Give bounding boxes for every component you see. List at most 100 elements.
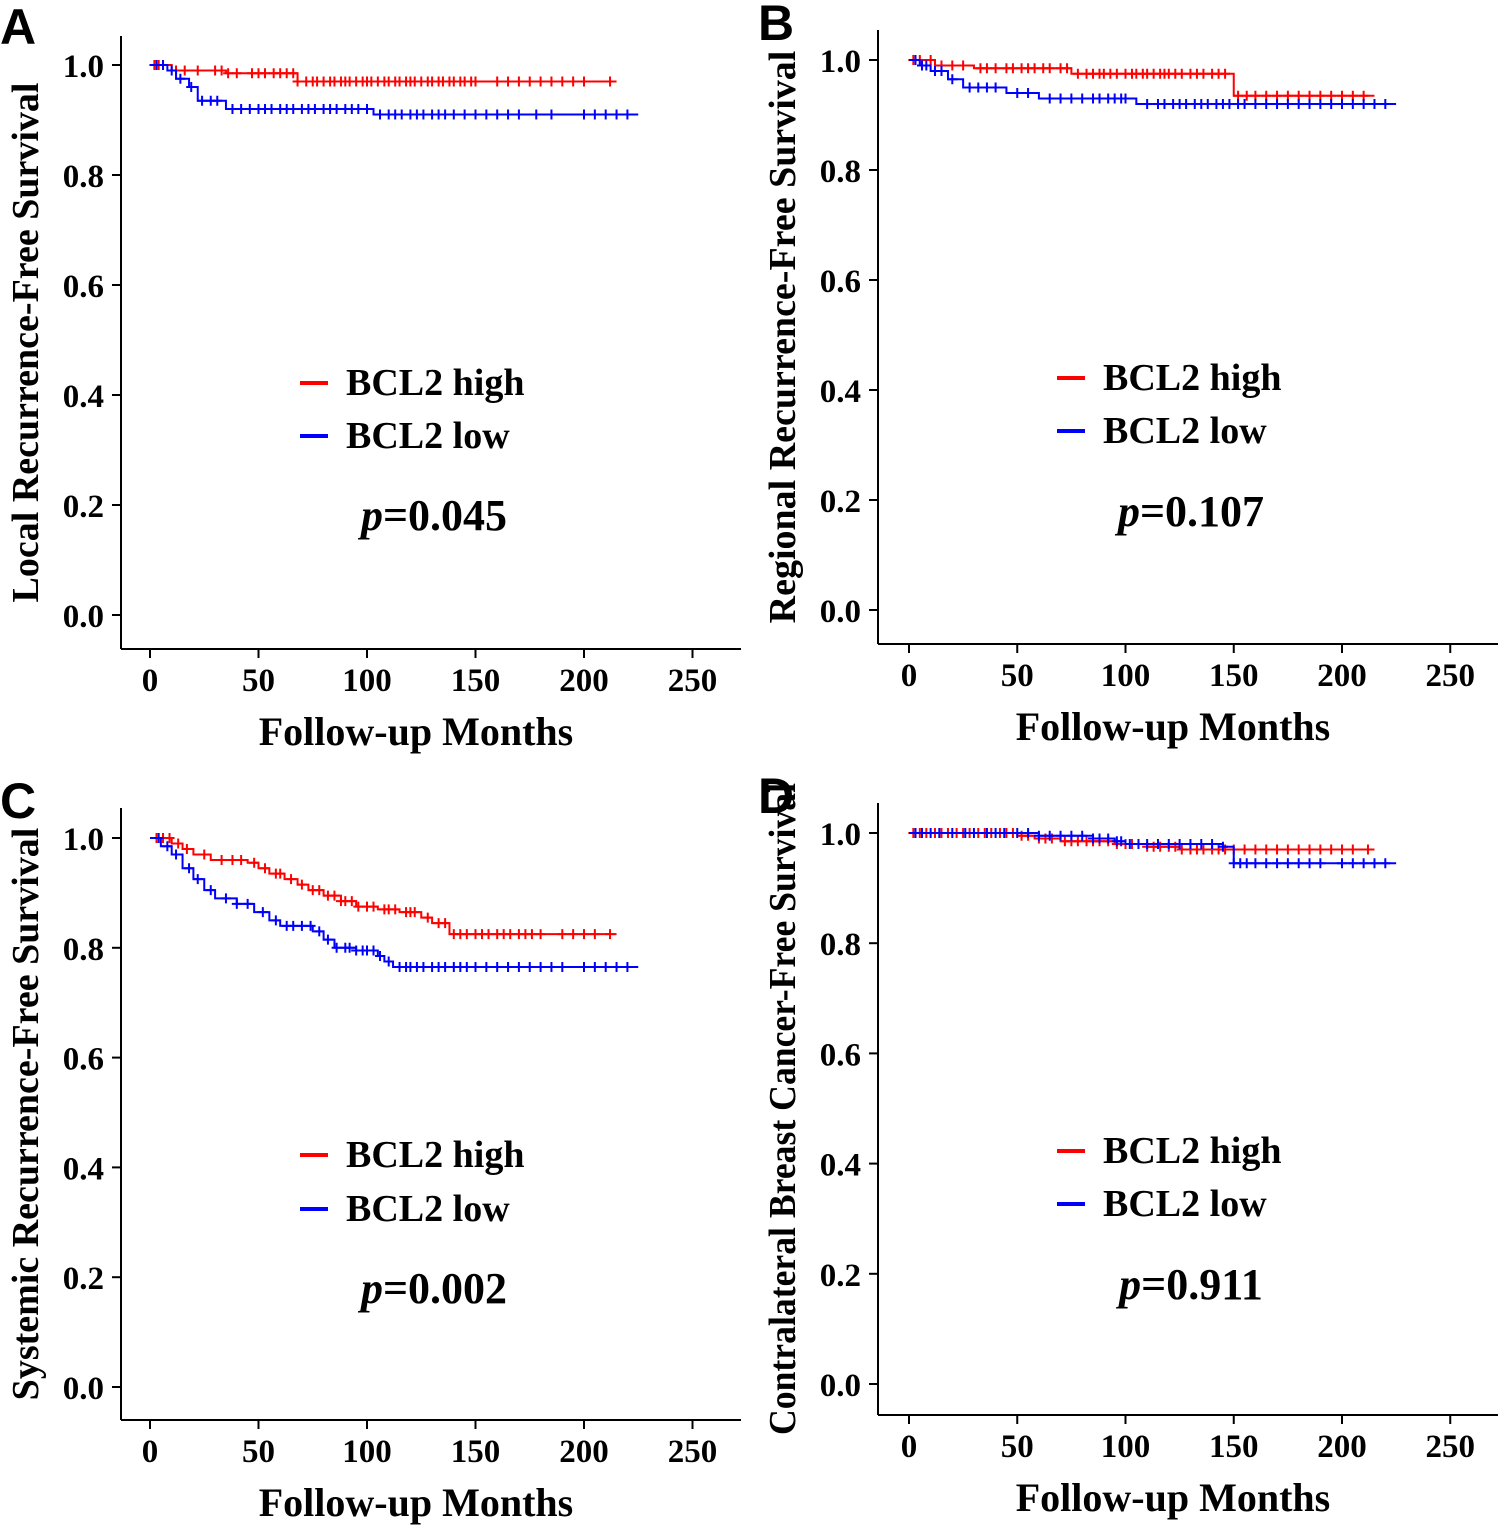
censor-mark <box>1120 93 1131 104</box>
panel-letter: D <box>758 768 794 824</box>
censor-mark <box>470 109 481 120</box>
censor-mark <box>368 901 379 912</box>
y-tick-label: 0.0 <box>63 1371 104 1407</box>
x-tick-label: 0 <box>142 663 159 699</box>
p-value-number: =0.911 <box>1141 1260 1263 1309</box>
y-tick-label: 1.0 <box>820 44 861 80</box>
censor-mark <box>1250 99 1261 109</box>
censor-mark <box>1072 836 1083 847</box>
censor-mark <box>546 962 557 973</box>
p-value-prefix: p <box>357 491 383 540</box>
censor-mark <box>1369 858 1380 869</box>
censor-mark <box>236 104 247 114</box>
censor-mark <box>192 874 203 885</box>
x-tick-label: 200 <box>1317 658 1367 694</box>
censor-mark <box>968 828 979 838</box>
legend-label: BCL2 high <box>346 362 524 404</box>
censor-mark <box>296 920 307 931</box>
censor-mark <box>216 854 227 865</box>
legend-label: BCL2 low <box>1103 1183 1267 1225</box>
censor-mark <box>173 838 184 849</box>
survival-curve <box>150 837 617 936</box>
censor-mark <box>1062 63 1073 74</box>
survival-curve <box>150 837 639 969</box>
censor-mark <box>568 929 579 940</box>
censor-mark <box>1272 99 1283 109</box>
censor-mark <box>1282 858 1293 869</box>
censor-mark <box>579 929 589 940</box>
censor-mark <box>440 962 451 973</box>
censor-mark <box>483 929 494 940</box>
censor-mark <box>600 962 611 973</box>
censor-mark <box>1347 858 1358 869</box>
censor-mark <box>1272 858 1283 869</box>
censor-mark <box>1293 858 1304 869</box>
censor-mark <box>1220 68 1231 79</box>
x-tick-label: 250 <box>1426 1429 1476 1465</box>
censor-mark <box>288 68 299 79</box>
censor-mark <box>448 109 459 120</box>
x-tick-label: 100 <box>1101 658 1151 694</box>
censor-mark <box>492 109 503 120</box>
censor-mark <box>353 901 364 912</box>
p-value-annotation: p=0.002 <box>357 1264 507 1313</box>
y-tick-label: 0.0 <box>63 599 104 635</box>
censor-mark <box>916 828 927 838</box>
censor-mark <box>503 76 514 87</box>
censor-mark <box>461 962 472 973</box>
censor-mark <box>344 942 355 953</box>
censor-mark <box>1282 844 1293 855</box>
censor-mark <box>309 104 320 114</box>
censor-mark <box>1337 844 1347 855</box>
censor-mark <box>275 868 286 879</box>
censor-mark <box>1185 839 1196 850</box>
p-value-prefix: p <box>357 1264 383 1313</box>
panel-a: A 0 50 100 150 200 250 0.0 0.2 0.4 0.6 0.8 1.0 Follow… <box>0 0 741 754</box>
censor-mark <box>1347 99 1358 109</box>
series-bcl2-low <box>909 55 1397 109</box>
censor-mark <box>1152 839 1163 850</box>
censor-mark <box>535 929 546 940</box>
censor-mark <box>1196 839 1207 850</box>
censor-mark <box>921 60 932 71</box>
censor-mark <box>546 109 557 120</box>
p-value-annotation: p=0.911 <box>1115 1260 1263 1309</box>
censor-mark <box>1250 844 1261 855</box>
y-tick-label: 0.6 <box>63 269 104 305</box>
censor-mark <box>1055 93 1066 104</box>
y-tick-label: 1.0 <box>63 822 104 858</box>
y-tick-label: 1.0 <box>820 817 861 853</box>
censor-mark <box>964 82 975 93</box>
censor-mark <box>579 962 589 973</box>
censor-mark <box>390 904 401 915</box>
panel-letter: C <box>0 773 36 829</box>
censor-mark <box>1347 844 1358 855</box>
censor-mark <box>322 934 333 945</box>
censor-mark <box>1272 844 1283 855</box>
censor-mark <box>960 828 971 838</box>
legend-label: BCL2 low <box>346 1188 510 1230</box>
censor-mark <box>535 76 546 87</box>
censor-mark <box>1261 858 1272 869</box>
censor-mark <box>1326 99 1337 109</box>
censor-mark <box>1124 839 1135 850</box>
censor-mark <box>220 893 231 904</box>
censor-mark <box>1315 858 1326 869</box>
p-value-number: =0.002 <box>383 1264 507 1313</box>
censor-mark <box>1239 99 1250 109</box>
censor-mark <box>622 109 633 120</box>
censor-mark <box>260 68 271 79</box>
censor-mark <box>331 104 342 114</box>
legend-label: BCL2 high <box>346 1134 524 1176</box>
panel-d: D 0 50 100 150 200 250 0.0 0.2 0.4 0.6 0.8 1.0 Follow… <box>758 768 1498 1520</box>
censor-mark <box>492 76 503 87</box>
censor-mark <box>249 857 260 868</box>
censor-mark <box>1133 839 1144 850</box>
censor-mark <box>1181 99 1192 109</box>
censor-mark <box>934 828 945 838</box>
censor-mark <box>1023 828 1034 838</box>
censor-mark <box>1315 99 1326 109</box>
censor-mark <box>1116 836 1127 847</box>
x-tick-label: 50 <box>242 663 275 699</box>
censor-mark <box>936 66 947 76</box>
